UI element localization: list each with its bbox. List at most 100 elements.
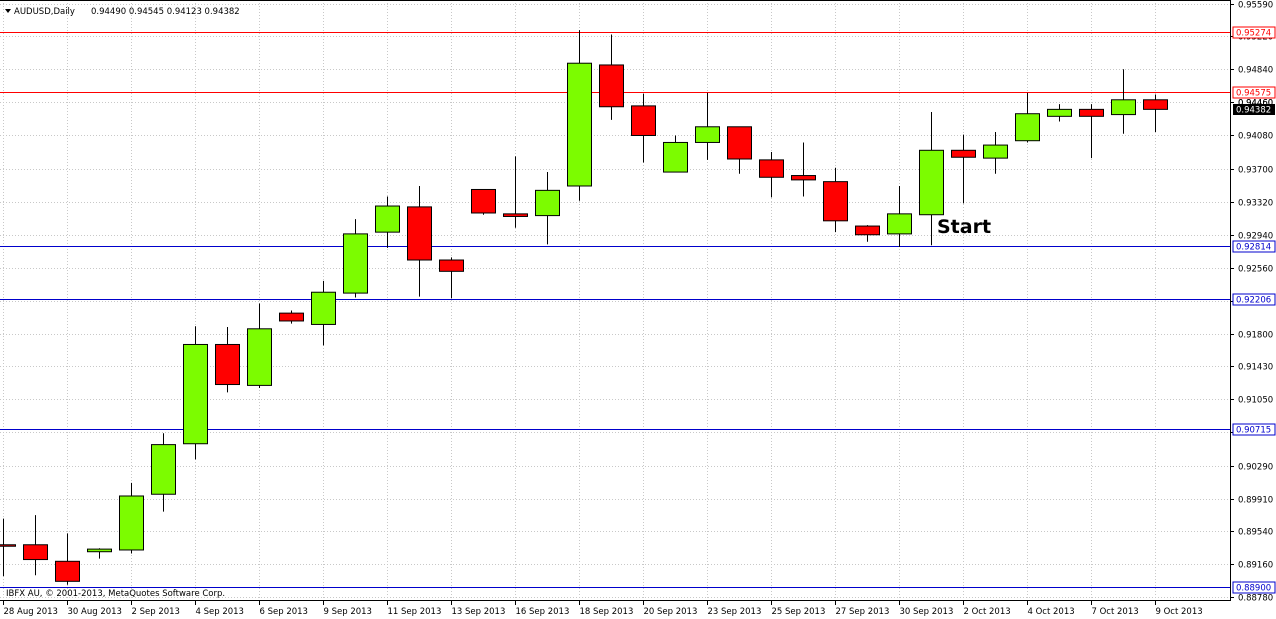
candle[interactable] xyxy=(151,433,176,512)
candle[interactable] xyxy=(759,152,784,198)
x-tick-label: 13 Sep 2013 xyxy=(452,607,506,617)
candle[interactable] xyxy=(343,219,368,298)
candle-body xyxy=(695,126,720,143)
y-tick-label: 0.92940 xyxy=(1238,232,1273,242)
candle[interactable] xyxy=(375,196,400,248)
chart-header-symbol: AUDUSD,Daily xyxy=(14,7,75,17)
candle[interactable] xyxy=(567,30,592,201)
candle-body xyxy=(1111,99,1136,116)
x-tick-label: 11 Sep 2013 xyxy=(388,607,442,617)
candle[interactable] xyxy=(279,310,304,324)
x-tick-label: 7 Oct 2013 xyxy=(1092,607,1139,617)
candle[interactable] xyxy=(791,142,816,197)
candle-body xyxy=(919,149,944,216)
candle-body xyxy=(0,544,16,547)
candle[interactable] xyxy=(1111,69,1136,134)
candle-body xyxy=(87,548,112,553)
candle-body xyxy=(983,144,1008,159)
y-tick-label: 0.93320 xyxy=(1238,199,1273,209)
x-tick-label: 2 Sep 2013 xyxy=(132,607,180,617)
y-tick-label: 0.93700 xyxy=(1238,166,1273,176)
candle-body xyxy=(759,159,784,178)
y-tick-label: 0.88780 xyxy=(1238,594,1273,604)
candle[interactable] xyxy=(503,156,528,228)
y-tick-label: 0.94080 xyxy=(1238,132,1273,142)
candle[interactable] xyxy=(23,515,48,576)
candle[interactable] xyxy=(407,185,432,297)
candle-body xyxy=(503,213,528,217)
candle[interactable] xyxy=(663,135,688,173)
candle-body xyxy=(151,444,176,495)
candle[interactable] xyxy=(439,257,464,299)
candle-body xyxy=(599,64,624,108)
candle[interactable] xyxy=(855,225,880,242)
candle[interactable] xyxy=(0,518,16,577)
x-tick-label: 28 Aug 2013 xyxy=(4,607,58,617)
y-tick-label-partial: 0.94460 xyxy=(1238,99,1273,109)
x-tick-label: 25 Sep 2013 xyxy=(772,607,826,617)
candle[interactable] xyxy=(215,327,240,393)
candle-body xyxy=(471,188,496,214)
candle[interactable] xyxy=(471,188,496,215)
candle[interactable] xyxy=(535,172,560,245)
candle[interactable] xyxy=(599,34,624,120)
candle[interactable] xyxy=(695,92,720,160)
x-tick-label: 9 Oct 2013 xyxy=(1156,607,1203,617)
header-menu-triangle-icon[interactable] xyxy=(5,9,11,13)
candle[interactable] xyxy=(727,126,752,174)
x-tick-label: 4 Oct 2013 xyxy=(1028,607,1075,617)
candle[interactable] xyxy=(311,280,336,346)
candle[interactable] xyxy=(87,548,112,559)
level-price-label: 0.94575 xyxy=(1236,89,1271,99)
level-price-label: 0.95274 xyxy=(1236,29,1271,39)
candle-body xyxy=(727,126,752,160)
level-price-label: 0.90715 xyxy=(1236,426,1271,436)
candle-body xyxy=(407,206,432,261)
candle-body xyxy=(279,312,304,322)
level-price-box xyxy=(1232,581,1276,594)
candle-body xyxy=(55,560,80,582)
candle-body xyxy=(1079,108,1104,117)
candle-body xyxy=(951,149,976,158)
candle[interactable] xyxy=(183,326,208,460)
x-tick-label: 18 Sep 2013 xyxy=(580,607,634,617)
candle-body xyxy=(567,62,592,187)
candle[interactable] xyxy=(887,185,912,247)
x-tick-label: 2 Oct 2013 xyxy=(964,607,1011,617)
x-tick-label: 20 Sep 2013 xyxy=(644,607,698,617)
y-tick-label: 0.94840 xyxy=(1238,66,1273,76)
candle[interactable] xyxy=(1143,94,1168,133)
level-price-box xyxy=(1232,293,1276,306)
candle[interactable] xyxy=(919,111,944,246)
x-tick-label: 16 Sep 2013 xyxy=(516,607,570,617)
candle[interactable] xyxy=(951,134,976,204)
x-tick-label: 30 Aug 2013 xyxy=(68,607,122,617)
annotation-start: Start xyxy=(937,216,991,238)
candle[interactable] xyxy=(247,303,272,389)
x-tick-label: 23 Sep 2013 xyxy=(708,607,762,617)
candle[interactable] xyxy=(1047,104,1072,122)
candle-body xyxy=(791,175,816,181)
candle-body xyxy=(1047,108,1072,117)
x-tick-label: 27 Sep 2013 xyxy=(836,607,890,617)
level-labels: 0.95274 0.94575 0.92814 0.92206 0.90715 0.889… xyxy=(1232,26,1276,594)
y-tick-label: 0.89910 xyxy=(1238,496,1273,506)
candle-body xyxy=(1015,113,1040,142)
candle-body xyxy=(1143,99,1168,110)
candle[interactable] xyxy=(823,167,848,233)
y-tick-label: 0.89540 xyxy=(1238,528,1273,538)
level-price-box xyxy=(1232,423,1276,436)
candle-body xyxy=(823,181,848,222)
level-price-box xyxy=(1232,240,1276,253)
candle[interactable] xyxy=(983,132,1008,174)
candle[interactable] xyxy=(1079,104,1104,159)
current-price-box xyxy=(1233,104,1275,115)
candle[interactable] xyxy=(1015,92,1040,143)
level-price-label: 0.92814 xyxy=(1236,243,1271,253)
level-price-box xyxy=(1232,26,1276,39)
y-tick-label: 0.90290 xyxy=(1238,463,1273,473)
chart-header-ohlc: 0.94490 0.94545 0.94123 0.94382 xyxy=(91,7,240,17)
candle[interactable] xyxy=(55,533,80,585)
candle[interactable] xyxy=(119,482,144,554)
candle[interactable] xyxy=(631,93,656,163)
